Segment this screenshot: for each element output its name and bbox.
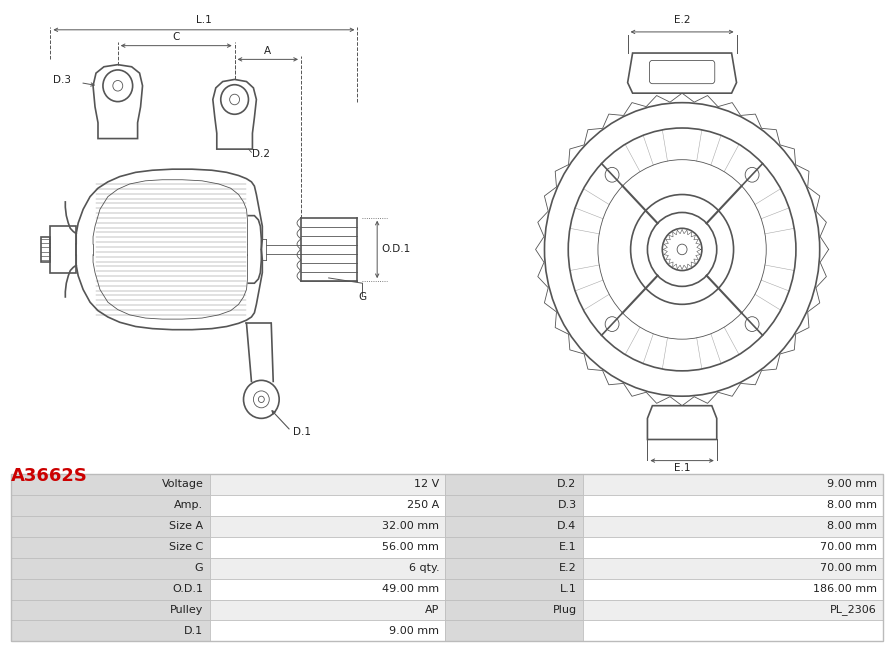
Bar bbox=[582, 599, 883, 620]
Text: L.1: L.1 bbox=[196, 16, 212, 26]
Text: 32.00 mm: 32.00 mm bbox=[382, 521, 439, 531]
Text: 70.00 mm: 70.00 mm bbox=[820, 542, 877, 552]
Text: O.D.1: O.D.1 bbox=[381, 244, 411, 255]
Text: D.2: D.2 bbox=[557, 479, 577, 490]
Text: D.2: D.2 bbox=[252, 149, 270, 159]
Bar bbox=[210, 578, 445, 599]
Bar bbox=[11, 474, 883, 642]
Bar bbox=[210, 516, 445, 537]
Text: Pulley: Pulley bbox=[170, 605, 204, 615]
Bar bbox=[11, 537, 210, 558]
Bar bbox=[445, 537, 582, 558]
Text: L.1: L.1 bbox=[560, 584, 577, 594]
Bar bbox=[210, 599, 445, 620]
Bar bbox=[210, 474, 445, 495]
Text: A: A bbox=[264, 46, 271, 56]
Text: 9.00 mm: 9.00 mm bbox=[827, 479, 877, 490]
Text: 70.00 mm: 70.00 mm bbox=[820, 563, 877, 573]
Text: D.3: D.3 bbox=[557, 500, 577, 511]
Text: A3662S: A3662S bbox=[11, 467, 88, 485]
Bar bbox=[445, 495, 582, 516]
Bar bbox=[210, 620, 445, 642]
Bar bbox=[11, 599, 210, 620]
Text: D.3: D.3 bbox=[53, 74, 71, 85]
Text: 8.00 mm: 8.00 mm bbox=[827, 521, 877, 531]
Bar bbox=[445, 516, 582, 537]
Bar bbox=[582, 516, 883, 537]
Text: 12 V: 12 V bbox=[414, 479, 439, 490]
Bar bbox=[11, 516, 210, 537]
Bar bbox=[445, 620, 582, 642]
Text: O.D.1: O.D.1 bbox=[172, 584, 204, 594]
Bar bbox=[210, 495, 445, 516]
Text: PL_2306: PL_2306 bbox=[829, 605, 877, 615]
Text: Size C: Size C bbox=[169, 542, 204, 552]
Bar bbox=[582, 537, 883, 558]
Bar bbox=[582, 474, 883, 495]
Bar bbox=[11, 495, 210, 516]
Text: 9.00 mm: 9.00 mm bbox=[389, 626, 439, 636]
Bar bbox=[210, 537, 445, 558]
Text: 6 qty.: 6 qty. bbox=[409, 563, 439, 573]
Text: Amp.: Amp. bbox=[174, 500, 204, 511]
Bar bbox=[582, 495, 883, 516]
Text: D.1: D.1 bbox=[293, 427, 311, 438]
Bar bbox=[445, 474, 582, 495]
Text: E.1: E.1 bbox=[674, 463, 691, 473]
Text: 250 A: 250 A bbox=[407, 500, 439, 511]
Bar bbox=[582, 578, 883, 599]
Text: Voltage: Voltage bbox=[162, 479, 204, 490]
Text: 49.00 mm: 49.00 mm bbox=[382, 584, 439, 594]
Bar bbox=[11, 620, 210, 642]
Bar bbox=[11, 578, 210, 599]
Text: AP: AP bbox=[425, 605, 439, 615]
Bar bbox=[210, 558, 445, 578]
Bar bbox=[445, 558, 582, 578]
Text: 186.00 mm: 186.00 mm bbox=[813, 584, 877, 594]
Text: D.4: D.4 bbox=[557, 521, 577, 531]
Text: Size A: Size A bbox=[170, 521, 204, 531]
Bar bbox=[11, 474, 210, 495]
Text: E.2: E.2 bbox=[674, 16, 691, 26]
Text: G: G bbox=[195, 563, 204, 573]
Text: D.1: D.1 bbox=[184, 626, 204, 636]
Text: 56.00 mm: 56.00 mm bbox=[382, 542, 439, 552]
Text: E.1: E.1 bbox=[559, 542, 577, 552]
Text: E.2: E.2 bbox=[559, 563, 577, 573]
Text: Plug: Plug bbox=[552, 605, 577, 615]
Text: C: C bbox=[172, 32, 180, 42]
Text: 8.00 mm: 8.00 mm bbox=[827, 500, 877, 511]
Bar bbox=[445, 599, 582, 620]
Bar bbox=[582, 558, 883, 578]
Bar bbox=[582, 620, 883, 642]
Text: G: G bbox=[358, 292, 366, 302]
Bar bbox=[445, 578, 582, 599]
Bar bbox=[11, 558, 210, 578]
